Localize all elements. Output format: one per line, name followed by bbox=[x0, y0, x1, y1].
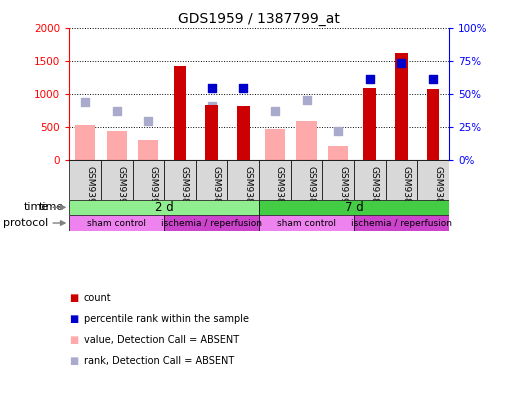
Bar bbox=[322, 160, 354, 200]
Point bbox=[239, 85, 247, 91]
Bar bbox=[297, 121, 317, 160]
Bar bbox=[69, 200, 259, 215]
Text: GSM93898: GSM93898 bbox=[275, 166, 284, 215]
Text: GSM93899: GSM93899 bbox=[306, 166, 315, 215]
Text: GSM93903: GSM93903 bbox=[148, 166, 157, 215]
Bar bbox=[164, 160, 196, 200]
Bar bbox=[354, 215, 449, 231]
Text: ischemia / reperfusion: ischemia / reperfusion bbox=[161, 219, 262, 228]
Text: sham control: sham control bbox=[87, 219, 146, 228]
Bar bbox=[259, 200, 449, 215]
Text: GSM93901: GSM93901 bbox=[85, 166, 94, 215]
Bar bbox=[205, 105, 218, 160]
Bar bbox=[138, 140, 159, 160]
Bar bbox=[69, 160, 101, 200]
Point bbox=[271, 108, 279, 114]
Text: count: count bbox=[84, 293, 111, 303]
Point bbox=[144, 117, 152, 124]
Text: time: time bbox=[24, 202, 49, 212]
Bar bbox=[107, 131, 127, 160]
Bar bbox=[265, 129, 285, 160]
Point bbox=[302, 96, 310, 103]
Text: GSM93881: GSM93881 bbox=[370, 166, 379, 215]
Text: ■: ■ bbox=[69, 335, 78, 345]
Text: ■: ■ bbox=[69, 356, 78, 366]
Bar bbox=[164, 215, 259, 231]
Text: GSM93895: GSM93895 bbox=[180, 166, 189, 215]
Bar bbox=[328, 147, 348, 160]
Text: GSM93897: GSM93897 bbox=[243, 166, 252, 215]
Point bbox=[366, 75, 374, 82]
Bar bbox=[196, 160, 227, 200]
Point bbox=[207, 85, 215, 91]
Title: GDS1959 / 1387799_at: GDS1959 / 1387799_at bbox=[178, 12, 340, 26]
Text: GSM93900: GSM93900 bbox=[338, 166, 347, 215]
Bar bbox=[132, 160, 164, 200]
Text: 2 d: 2 d bbox=[155, 201, 173, 214]
Text: ■: ■ bbox=[69, 314, 78, 324]
Point bbox=[429, 75, 437, 82]
Text: sham control: sham control bbox=[277, 219, 336, 228]
Text: GSM93894: GSM93894 bbox=[433, 166, 442, 215]
Bar bbox=[417, 160, 449, 200]
Point bbox=[207, 103, 215, 109]
Bar bbox=[259, 160, 291, 200]
Bar bbox=[237, 106, 249, 160]
Point bbox=[334, 128, 342, 134]
Point bbox=[113, 108, 121, 114]
Text: GSM93902: GSM93902 bbox=[117, 166, 126, 215]
Bar bbox=[173, 66, 186, 160]
Bar bbox=[354, 160, 386, 200]
Text: time: time bbox=[39, 202, 64, 212]
Point bbox=[397, 60, 405, 66]
Text: percentile rank within the sample: percentile rank within the sample bbox=[84, 314, 249, 324]
Bar bbox=[386, 160, 417, 200]
Bar bbox=[75, 126, 95, 160]
Bar bbox=[227, 160, 259, 200]
Bar bbox=[259, 215, 354, 231]
Text: 7 d: 7 d bbox=[345, 201, 363, 214]
Text: rank, Detection Call = ABSENT: rank, Detection Call = ABSENT bbox=[84, 356, 234, 366]
Text: ischemia / reperfusion: ischemia / reperfusion bbox=[351, 219, 452, 228]
Text: GSM93893: GSM93893 bbox=[401, 166, 410, 215]
Bar bbox=[69, 215, 164, 231]
Bar bbox=[363, 88, 376, 160]
Point bbox=[81, 98, 89, 105]
Bar bbox=[101, 160, 132, 200]
Text: GSM93896: GSM93896 bbox=[211, 166, 221, 215]
Bar bbox=[291, 160, 322, 200]
Text: ■: ■ bbox=[69, 293, 78, 303]
Text: protocol: protocol bbox=[4, 218, 49, 228]
Text: value, Detection Call = ABSENT: value, Detection Call = ABSENT bbox=[84, 335, 239, 345]
Bar bbox=[427, 89, 439, 160]
Bar bbox=[395, 53, 408, 160]
